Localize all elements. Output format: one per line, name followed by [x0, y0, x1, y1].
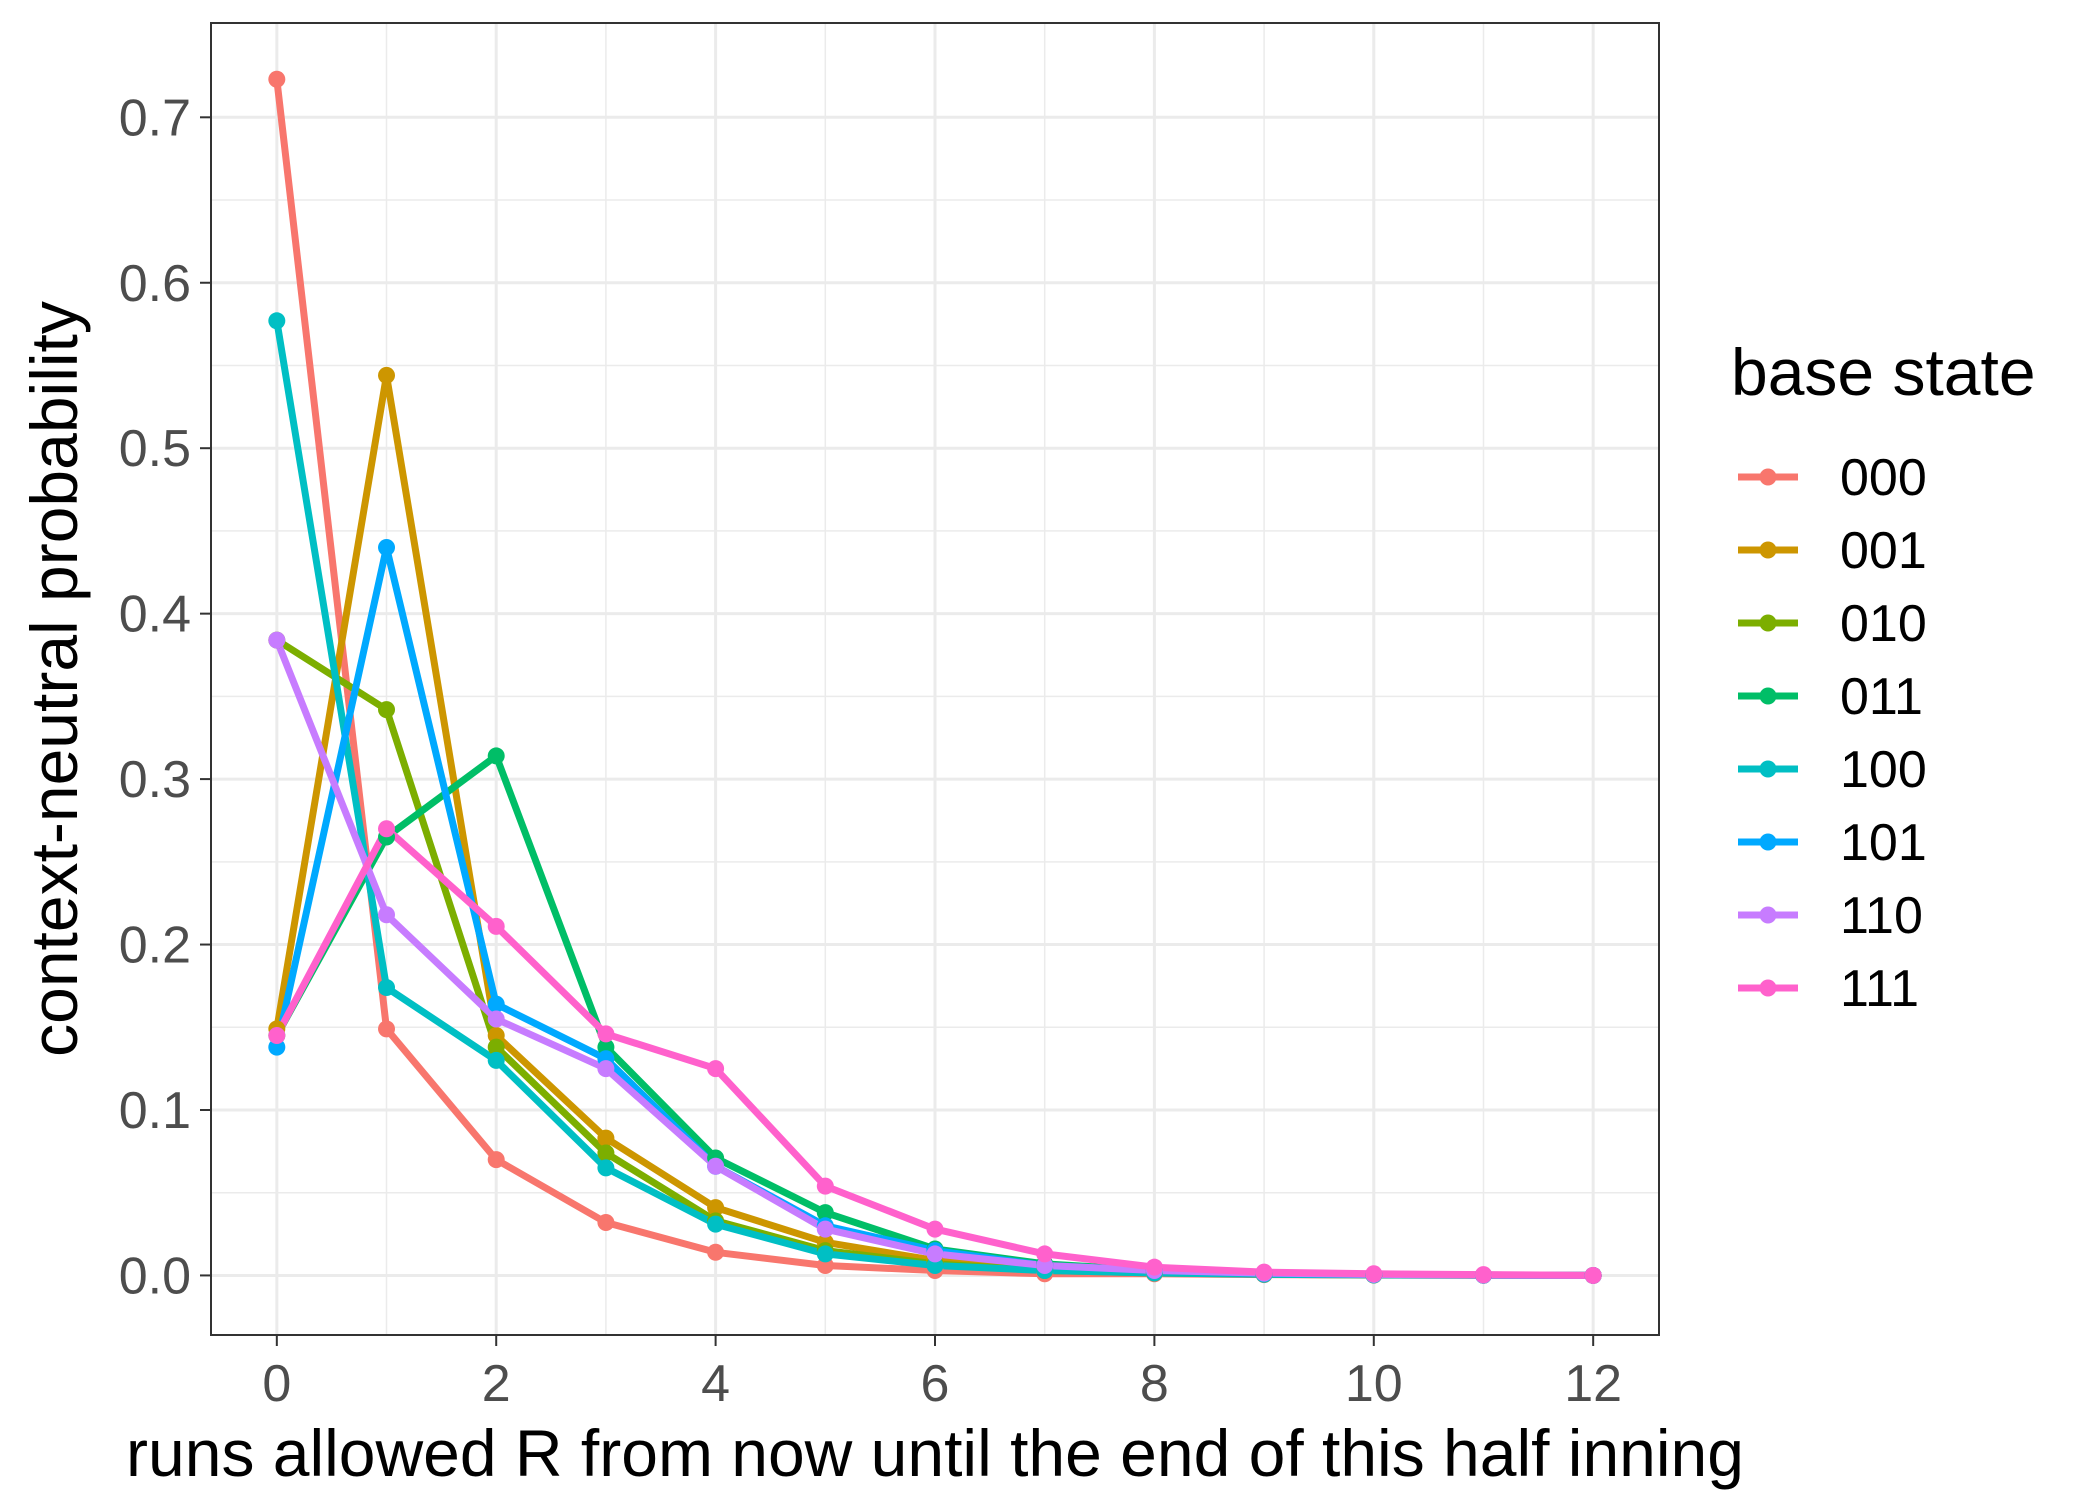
x-axis-title: runs allowed R from now until the end of…: [126, 1416, 1744, 1490]
data-point-110: [707, 1157, 725, 1175]
data-point-010: [597, 1144, 615, 1162]
y-tick-label: 0.6: [119, 255, 191, 313]
legend-label: 110: [1840, 887, 1923, 945]
data-point-000: [378, 1020, 396, 1038]
y-tick-label: 0.7: [119, 89, 191, 147]
data-point-111: [1036, 1245, 1054, 1263]
data-point-111: [816, 1177, 834, 1195]
data-point-111: [1145, 1258, 1163, 1276]
x-tick-label: 2: [482, 1355, 511, 1413]
legend-key-point: [1759, 906, 1777, 924]
y-tick-label: 0.1: [119, 1082, 191, 1140]
data-point-010: [378, 701, 396, 719]
y-tick-label: 0.3: [119, 751, 191, 809]
y-tick-label: 0.4: [119, 586, 191, 644]
y-axis: 0.0 0.1 0.2 0.3 0.4 0.5 0.6 0.7: [119, 89, 211, 1305]
data-point-000: [487, 1151, 505, 1169]
legend-key-point: [1759, 468, 1777, 486]
legend: base state 000 001 010 011 100 101 110 111: [1731, 335, 2036, 1018]
y-tick-label: 0.2: [119, 917, 191, 975]
x-tick-label: 12: [1564, 1355, 1622, 1413]
legend-key-point: [1759, 687, 1777, 705]
series-points: [268, 70, 1602, 1284]
legend-label: 011: [1840, 668, 1923, 726]
data-point-111: [597, 1025, 615, 1043]
legend-key-point: [1759, 541, 1777, 559]
data-point-111: [1365, 1265, 1383, 1283]
x-tick-label: 6: [921, 1355, 950, 1413]
data-point-101: [487, 995, 505, 1013]
data-point-001: [707, 1199, 725, 1217]
legend-item-010: 010: [1738, 595, 1927, 653]
data-point-110: [487, 1010, 505, 1028]
data-point-111: [487, 917, 505, 935]
data-point-110: [926, 1245, 944, 1263]
data-point-111: [1474, 1266, 1492, 1284]
data-point-111: [707, 1060, 725, 1078]
data-point-110: [378, 906, 396, 924]
legend-label: 000: [1840, 449, 1927, 507]
legend-item-111: 111: [1738, 960, 1919, 1018]
legend-label: 001: [1840, 522, 1927, 580]
data-point-000: [268, 70, 286, 88]
x-tick-label: 8: [1140, 1355, 1169, 1413]
data-point-101: [378, 538, 396, 556]
data-point-100: [268, 312, 286, 330]
y-tick-label: 0.0: [119, 1247, 191, 1305]
data-point-100: [816, 1245, 834, 1263]
legend-key-point: [1759, 979, 1777, 997]
legend-item-000: 000: [1738, 449, 1927, 507]
x-tick-label: 10: [1345, 1355, 1403, 1413]
legend-key-point: [1759, 833, 1777, 851]
legend-key-point: [1759, 760, 1777, 778]
legend-title: base state: [1731, 335, 2036, 409]
x-tick-label: 4: [701, 1355, 730, 1413]
data-point-010: [487, 1038, 505, 1056]
y-axis-title: context-neutral probability: [17, 301, 91, 1057]
data-point-000: [597, 1213, 615, 1231]
x-axis: 0 2 4 6 8 10 12: [262, 1335, 1622, 1413]
data-point-001: [378, 366, 396, 384]
legend-label: 111: [1840, 960, 1919, 1018]
legend-item-001: 001: [1738, 522, 1927, 580]
legend-label: 010: [1840, 595, 1927, 653]
legend-label: 101: [1840, 814, 1927, 872]
legend-key-point: [1759, 614, 1777, 632]
data-point-001: [597, 1129, 615, 1147]
x-tick-label: 0: [262, 1355, 291, 1413]
data-point-000: [707, 1243, 725, 1261]
data-point-111: [1255, 1263, 1273, 1281]
data-point-100: [597, 1159, 615, 1177]
data-point-111: [926, 1220, 944, 1238]
data-point-100: [487, 1051, 505, 1069]
legend-label: 100: [1840, 741, 1927, 799]
data-point-110: [268, 631, 286, 649]
data-point-110: [816, 1220, 834, 1238]
data-point-100: [378, 979, 396, 997]
data-point-111: [1584, 1266, 1602, 1284]
data-point-111: [268, 1027, 286, 1045]
data-point-111: [378, 820, 396, 838]
legend-item-101: 101: [1738, 814, 1927, 872]
legend-item-011: 011: [1738, 668, 1923, 726]
data-point-100: [707, 1215, 725, 1233]
y-tick-label: 0.5: [119, 420, 191, 478]
data-point-011: [487, 747, 505, 765]
legend-item-110: 110: [1738, 887, 1923, 945]
legend-items: 000 001 010 011 100 101 110 111: [1738, 449, 1927, 1018]
data-point-110: [597, 1060, 615, 1078]
legend-item-100: 100: [1738, 741, 1927, 799]
data-point-011: [816, 1204, 834, 1222]
